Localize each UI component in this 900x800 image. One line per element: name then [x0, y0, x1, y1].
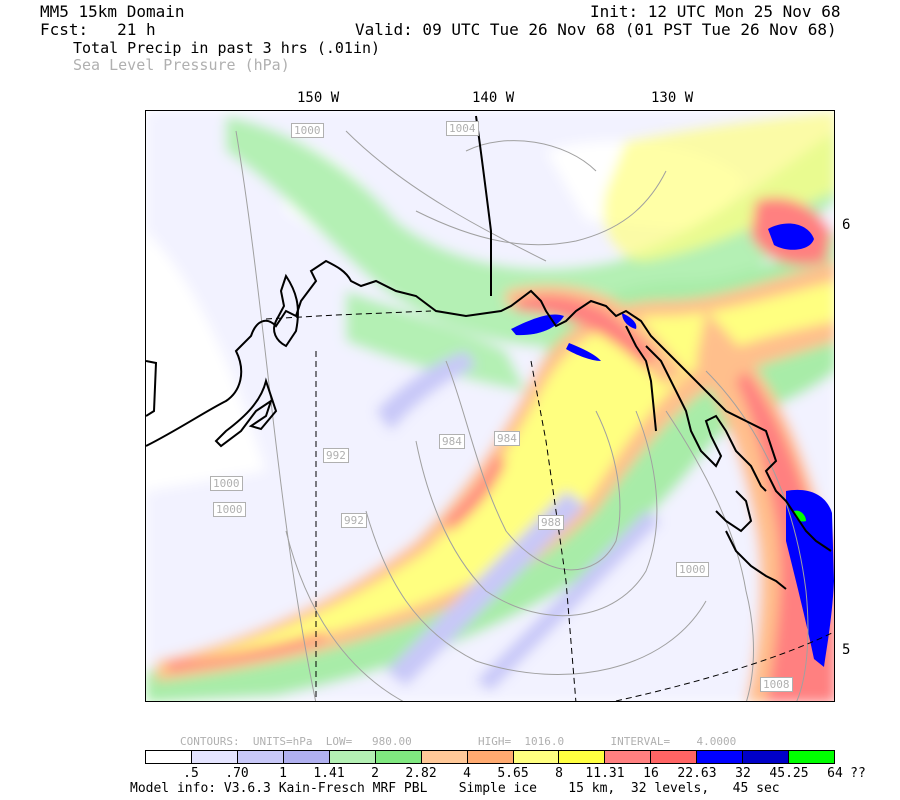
colorbar-swatch	[743, 751, 790, 763]
colorbar-label: 1	[279, 766, 287, 781]
colorbar-swatch	[789, 751, 835, 763]
field-slp-label: Sea Level Pressure (hPa)	[73, 56, 290, 74]
isobar-label: 1000	[291, 123, 324, 138]
forecast-hour: Fcst: 21 h	[40, 20, 156, 39]
colorbar-swatch	[237, 751, 284, 763]
precip-map: 1000 1004 992 984 984 1000 1000 992 988 …	[145, 110, 835, 702]
isobar-label: 992	[323, 448, 349, 463]
colorbar-swatch	[651, 751, 698, 763]
colorbar-label: .5	[183, 766, 199, 781]
colorbar-label: 4	[463, 766, 471, 781]
colorbar-label: 2.82	[405, 766, 437, 781]
longitude-label-130w: 130 W	[651, 90, 694, 106]
colorbar-label: .70	[225, 766, 249, 781]
isobar-label: 984	[439, 434, 465, 449]
colorbar-swatch	[697, 751, 744, 763]
isobar-label: 1000	[676, 562, 709, 577]
colorbar-swatch	[283, 751, 330, 763]
colorbar-swatch	[467, 751, 514, 763]
colorbar-swatch	[146, 751, 192, 763]
longitude-label-140w: 140 W	[472, 90, 515, 106]
contour-info: CONTOURS: UNITS=hPa LOW= 980.00 HIGH= 10…	[180, 735, 737, 748]
colorbar-label: 64	[827, 766, 843, 781]
colorbar-swatch	[375, 751, 422, 763]
longitude-label-150w: 150 W	[297, 90, 340, 106]
precip-map-svg	[146, 111, 834, 701]
isobar-label: 1008	[760, 677, 793, 692]
colorbar-label: ??	[850, 766, 866, 781]
colorbar-label: 32	[735, 766, 751, 781]
colorbar-label: 5.65	[497, 766, 529, 781]
colorbar-label: 11.31	[585, 766, 625, 781]
isobar-label: 1000	[213, 502, 246, 517]
latitude-label-top: 6	[842, 217, 851, 233]
isobar-label: 992	[341, 513, 367, 528]
isobar-label: 1000	[210, 476, 243, 491]
colorbar-swatch	[559, 751, 606, 763]
colorbar-label: 16	[643, 766, 659, 781]
isobar-label: 1004	[446, 121, 479, 136]
colorbar-label: 22.63	[677, 766, 717, 781]
colorbar-swatch	[421, 751, 468, 763]
colorbar-swatch	[605, 751, 652, 763]
colorbar-label: 1.41	[313, 766, 345, 781]
colorbar-swatch	[329, 751, 376, 763]
borders-dashed	[265, 310, 834, 701]
colorbar-label: 8	[555, 766, 563, 781]
isobar-label: 984	[494, 431, 520, 446]
colorbar-label: 2	[371, 766, 379, 781]
model-info: Model info: V3.6.3 Kain-Fresch MRF PBL S…	[130, 781, 780, 796]
precip-fill	[146, 111, 834, 701]
colorbar-swatch	[191, 751, 238, 763]
colorbar-label: 45.25	[769, 766, 809, 781]
valid-time: Valid: 09 UTC Tue 26 Nov 68 (01 PST Tue …	[355, 20, 837, 39]
isobars	[235, 130, 809, 701]
colorbar	[145, 750, 835, 764]
map-title: MM5 15km Domain	[40, 2, 185, 21]
field-precip-label: Total Precip in past 3 hrs (.01in)	[73, 39, 381, 57]
colorbar-swatch	[513, 751, 560, 763]
latitude-label-bottom: 5	[842, 642, 851, 658]
init-time: Init: 12 UTC Mon 25 Nov 68	[590, 2, 841, 21]
isobar-label: 988	[538, 515, 564, 530]
